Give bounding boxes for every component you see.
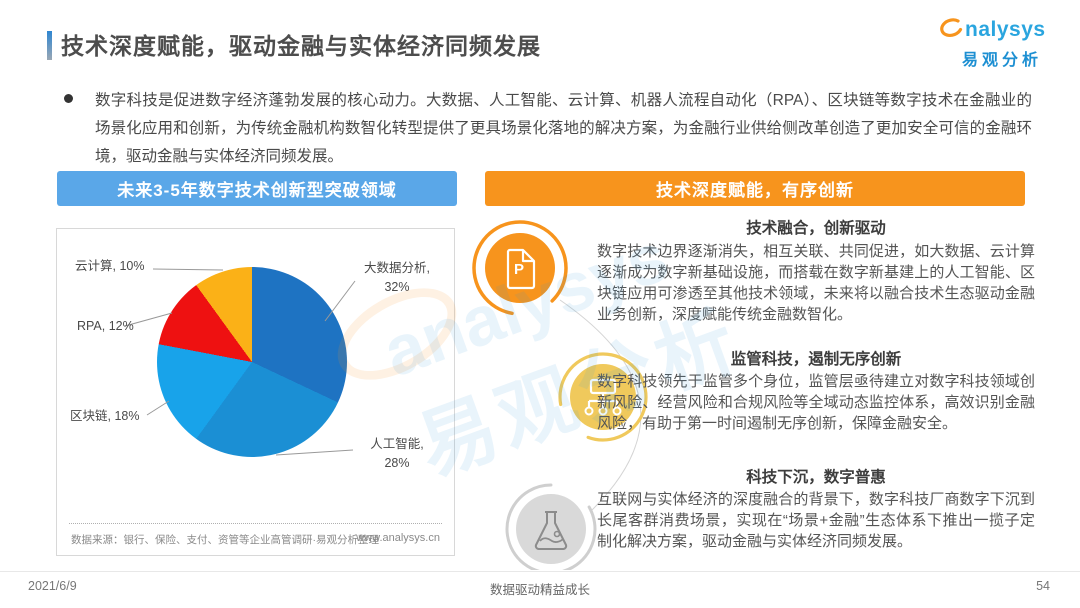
analysys-logo: nalysys 易观分析: [935, 14, 1070, 70]
section-1-body: 数字技术边界逐渐消失，相互关联、共同促进，如大数据、云计算逐渐成为数字新基础设施…: [597, 243, 1035, 323]
chart-source-text: 数据来源：银行、保险、支付、资管等企业高管调研·易观分析整理: [71, 534, 379, 546]
pie-label-big-data: 大数据分析, 32%: [364, 261, 430, 294]
flask-icon: [505, 483, 597, 575]
pie-label-cloud: 云计算, 10%: [75, 259, 145, 273]
svg-text:P: P: [514, 261, 524, 278]
left-panel-header: 未来3-5年数字技术创新型突破领域: [57, 171, 457, 206]
pie-label-rpa: RPA, 12%: [77, 319, 134, 333]
document-p-icon: P: [472, 220, 568, 316]
logo-swoosh-icon: [935, 14, 965, 45]
section-2-body: 数字科技领先于监管多个身位，监管层亟待建立对数字科技领域创新风险、经营风险和合规…: [597, 373, 1035, 432]
icon-column: P: [460, 210, 680, 575]
pie-chart: [157, 267, 347, 457]
footer-divider: [0, 571, 1080, 572]
section-3-body: 互联网与实体经济的深度融合的背景下，数字科技厂商数字下沉到长尾客群消费场景，实现…: [597, 491, 1035, 550]
page-title: 技术深度赋能，驱动金融与实体经济同频发展: [61, 33, 541, 59]
footer-page-number: 54: [1036, 579, 1050, 593]
footer-date: 2021/6/9: [28, 579, 77, 593]
logo-brand-cn: 易观分析: [962, 52, 1043, 69]
title-accent-bar: [47, 31, 52, 60]
chart-website: www.analysys.cn: [356, 532, 440, 544]
connector-arc: [559, 299, 642, 513]
section-1-title: 技术融合，创新驱动: [746, 220, 886, 237]
pie-label-blockchain: 区块链, 18%: [70, 409, 140, 423]
bullet-dot-icon: [64, 94, 73, 103]
intro-paragraph: 数字科技是促进数字经济蓬勃发展的核心动力。大数据、人工智能、云计算、机器人流程自…: [95, 92, 1032, 165]
chart-source-divider: [69, 523, 442, 524]
section-3-title: 科技下沉，数字普惠: [746, 469, 886, 486]
right-panel-header: 技术深度赋能，有序创新: [485, 171, 1025, 206]
section-2-title: 监管科技，遏制无序创新: [730, 351, 902, 368]
pie-chart-panel: 大数据分析, 32% 人工智能, 28% 区块链, 18% RPA, 12% 云…: [56, 228, 455, 556]
org-chart-icon: [558, 352, 648, 442]
footer-slogan: 数据驱动精益成长: [489, 583, 590, 597]
logo-brand-text: nalysys: [965, 17, 1046, 41]
pie-label-ai: 人工智能, 28%: [370, 437, 424, 470]
